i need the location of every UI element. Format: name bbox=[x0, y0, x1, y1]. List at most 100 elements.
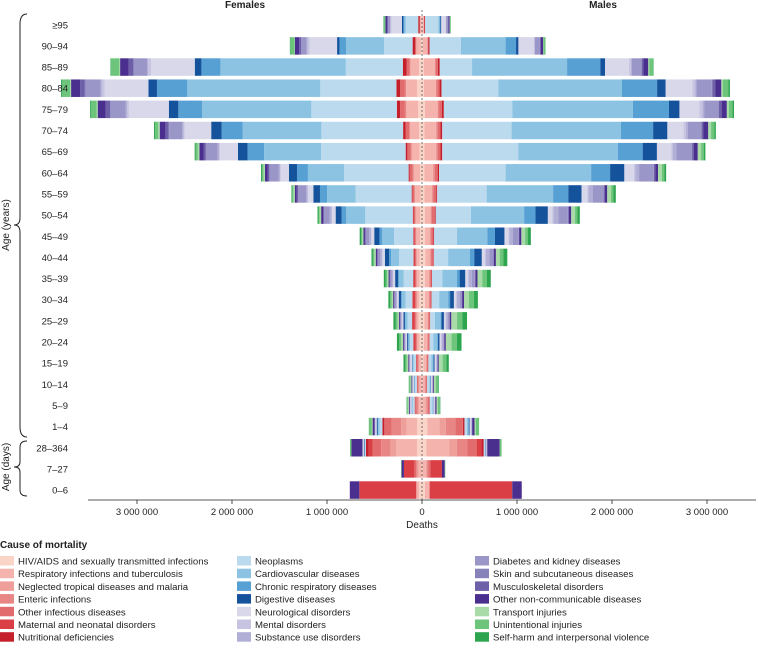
bar-males-8-cause-7 bbox=[437, 185, 487, 203]
legend: HIV/AIDS and sexually transmitted infect… bbox=[0, 556, 649, 644]
bar-males-6-cause-18 bbox=[697, 142, 702, 161]
bar-males-16-cause-0 bbox=[422, 354, 424, 372]
bar-females-18-cause-18 bbox=[407, 396, 409, 415]
bar-females-10-cause-20 bbox=[359, 227, 362, 245]
bar-females-5-cause-18 bbox=[158, 121, 160, 140]
bar-females-13-cause-7 bbox=[405, 290, 413, 309]
bar-females-9-cause-11 bbox=[332, 206, 336, 224]
bar-males-10-cause-11 bbox=[504, 227, 509, 245]
bar-females-5-cause-12 bbox=[183, 121, 185, 140]
bar-females-14-cause-13 bbox=[401, 312, 402, 330]
bar-males-4-cause-9 bbox=[632, 100, 669, 119]
bar-females-6-cause-18 bbox=[197, 142, 200, 161]
bar-females-6-cause-0 bbox=[419, 142, 423, 161]
bar-females-10-cause-9 bbox=[379, 227, 383, 245]
bar-females-16-cause-11 bbox=[410, 354, 412, 372]
age-label-15: 20–24 bbox=[42, 338, 68, 349]
bar-females-3-cause-4 bbox=[400, 79, 405, 97]
x-tick-label-6: 3 000 000 bbox=[686, 507, 728, 518]
bar-females-3-cause-12 bbox=[101, 79, 105, 97]
bar-males-14-cause-19 bbox=[457, 312, 463, 330]
bar-females-1-cause-0 bbox=[420, 37, 422, 55]
bar-males-2-cause-19 bbox=[649, 58, 654, 76]
x-tick-label-5: 2 000 000 bbox=[591, 507, 633, 518]
bar-females-11-cause-9 bbox=[389, 248, 392, 267]
bar-females-14-cause-19 bbox=[395, 312, 398, 330]
bar-females-4-cause-1 bbox=[406, 100, 419, 119]
bar-males-20-cause-3 bbox=[456, 439, 468, 457]
bar-females-9-cause-17 bbox=[321, 206, 324, 224]
bar-females-3-cause-20 bbox=[61, 79, 63, 97]
bar-males-4-cause-6 bbox=[441, 100, 444, 119]
bar-males-9-cause-18 bbox=[571, 206, 576, 224]
bar-males-1-cause-19 bbox=[543, 37, 546, 55]
bar-males-10-cause-2 bbox=[429, 227, 431, 245]
bar-males-2-cause-8 bbox=[472, 58, 568, 76]
bar-females-13-cause-9 bbox=[401, 290, 402, 309]
age-label-22: 0–6 bbox=[52, 486, 68, 497]
legend-label-12: Mental disorders bbox=[255, 620, 326, 631]
age-label-19: 1–4 bbox=[52, 422, 68, 433]
bar-females-12-cause-11 bbox=[393, 269, 396, 288]
bar-females-3-cause-7 bbox=[320, 79, 397, 97]
bar-males-9-cause-9 bbox=[524, 206, 536, 224]
bar-males-4-cause-14 bbox=[704, 100, 719, 119]
bar-females-12-cause-14 bbox=[390, 269, 392, 288]
bar-males-5-cause-12 bbox=[683, 121, 686, 140]
bar-males-19-cause-8 bbox=[466, 417, 469, 436]
bar-males-15-cause-1 bbox=[423, 333, 427, 351]
bar-males-0-cause-19 bbox=[449, 16, 451, 34]
bar-males-3-cause-15 bbox=[711, 79, 713, 97]
age-label-16: 15–19 bbox=[42, 359, 68, 370]
bar-females-1-cause-14 bbox=[301, 37, 307, 55]
bar-females-10-cause-17 bbox=[363, 227, 365, 245]
bar-females-2-cause-10 bbox=[194, 58, 202, 76]
bar-females-6-cause-9 bbox=[247, 142, 265, 161]
bar-females-6-cause-20 bbox=[194, 142, 196, 161]
bar-females-12-cause-10 bbox=[395, 269, 398, 288]
legend-label-9: Chronic respiratory diseases bbox=[255, 582, 377, 593]
bar-males-9-cause-3 bbox=[431, 206, 432, 224]
bar-males-11-cause-13 bbox=[485, 248, 490, 267]
bar-females-6-cause-7 bbox=[321, 142, 406, 161]
bar-males-19-cause-10 bbox=[468, 417, 470, 436]
bar-females-4-cause-6 bbox=[396, 100, 401, 119]
age-label-6: 65–69 bbox=[42, 147, 68, 158]
bar-males-4-cause-20 bbox=[732, 100, 734, 119]
bar-females-5-cause-16 bbox=[165, 121, 169, 140]
bar-females-7-cause-3 bbox=[412, 164, 414, 182]
bar-females-1-cause-4 bbox=[414, 37, 417, 55]
bar-females-16-cause-18 bbox=[406, 354, 409, 372]
bar-females-21-cause-3 bbox=[416, 460, 418, 478]
bar-females-2-cause-13 bbox=[147, 58, 149, 76]
legend-label-17: Other non-communicable diseases bbox=[493, 595, 641, 606]
bar-females-9-cause-19 bbox=[318, 206, 320, 224]
legend-label-11: Neurological disorders bbox=[255, 607, 351, 618]
bar-females-11-cause-4 bbox=[415, 248, 417, 267]
legend-label-20: Self-harm and interpersonal violence bbox=[493, 633, 649, 644]
bar-males-6-cause-13 bbox=[672, 142, 677, 161]
bar-males-13-cause-4 bbox=[429, 290, 432, 309]
bar-males-0-cause-10 bbox=[440, 16, 442, 34]
bar-males-7-cause-4 bbox=[434, 164, 438, 182]
bar-males-5-cause-10 bbox=[653, 121, 668, 140]
bar-females-4-cause-13 bbox=[125, 100, 128, 119]
bar-males-17-cause-19 bbox=[435, 375, 439, 394]
bar-females-11-cause-13 bbox=[380, 248, 383, 267]
legend-label-0: HIV/AIDS and sexually transmitted infect… bbox=[18, 557, 209, 568]
bar-males-21-cause-5 bbox=[430, 460, 442, 478]
bar-females-12-cause-13 bbox=[391, 269, 394, 288]
bar-males-3-cause-14 bbox=[696, 79, 712, 97]
bar-females-15-cause-4 bbox=[415, 333, 417, 351]
bar-males-8-cause-6 bbox=[436, 185, 438, 203]
bar-females-3-cause-11 bbox=[104, 79, 149, 97]
bar-males-16-cause-7 bbox=[428, 354, 432, 372]
bar-males-17-cause-7 bbox=[427, 375, 430, 394]
bar-males-1-cause-7 bbox=[429, 37, 461, 55]
bar-males-7-cause-7 bbox=[439, 164, 506, 182]
bar-females-9-cause-14 bbox=[324, 206, 330, 224]
bar-females-4-cause-7 bbox=[311, 100, 397, 119]
bar-males-13-cause-9 bbox=[448, 290, 451, 309]
bar-females-5-cause-3 bbox=[409, 121, 411, 140]
bar-females-20-cause-11 bbox=[363, 439, 365, 457]
